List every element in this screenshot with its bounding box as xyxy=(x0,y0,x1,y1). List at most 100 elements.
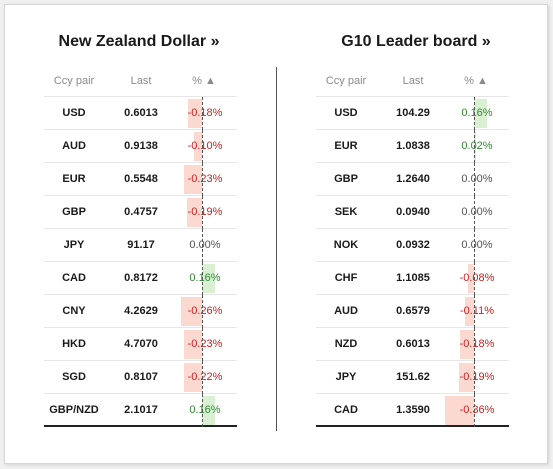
header-ccy-pair: Ccy pair xyxy=(53,75,95,87)
table-row[interactable]: HKD 4.7070 -0.23% xyxy=(44,328,237,361)
table-row[interactable]: GBP/NZD 2.1017 0.16% xyxy=(44,394,237,427)
ccy-pair-cell: USD xyxy=(62,107,86,119)
zero-line xyxy=(202,130,203,163)
ccy-pair-cell: CAD xyxy=(62,272,86,284)
pct-change-cell: -0.10% xyxy=(187,140,223,152)
last-price-cell: 0.8107 xyxy=(124,371,158,383)
table-row[interactable]: SEK 0.0940 0.00% xyxy=(316,196,509,229)
zero-line xyxy=(474,97,475,130)
table-row[interactable]: GBP 0.4757 -0.19% xyxy=(44,196,237,229)
zero-line xyxy=(474,262,475,295)
pct-change-cell: -0.08% xyxy=(459,272,495,284)
pct-change-cell: -0.18% xyxy=(187,107,223,119)
zero-line xyxy=(474,394,475,427)
zero-line xyxy=(474,328,475,361)
pct-change-cell: 0.16% xyxy=(461,107,493,119)
header-ccy-pair: Ccy pair xyxy=(325,75,367,87)
last-price-cell: 0.0932 xyxy=(396,239,430,251)
last-price-cell: 2.1017 xyxy=(124,404,158,416)
table-row[interactable]: GBP 1.2640 0.00% xyxy=(316,163,509,196)
zero-line xyxy=(202,163,203,196)
pct-change-cell: -0.26% xyxy=(187,305,223,317)
last-price-cell: 4.7070 xyxy=(124,338,158,350)
ccy-pair-cell: SEK xyxy=(334,206,358,218)
pct-change-cell: -0.11% xyxy=(459,305,495,317)
ccy-pair-cell: CNY xyxy=(62,305,86,317)
zero-line xyxy=(474,130,475,163)
pct-change-bar xyxy=(202,264,215,293)
pct-change-cell: -0.22% xyxy=(187,371,223,383)
header-pct-sort[interactable]: % ▲ xyxy=(192,75,216,87)
table-row[interactable]: AUD 0.9138 -0.10% xyxy=(44,130,237,163)
last-price-cell: 0.4757 xyxy=(124,206,158,218)
table-row[interactable]: JPY 91.17 0.00% xyxy=(44,229,237,262)
zero-line xyxy=(474,295,475,328)
pct-change-bar xyxy=(183,165,202,194)
pct-change-cell: -0.18% xyxy=(459,338,495,350)
header-pct-sort[interactable]: % ▲ xyxy=(464,75,488,87)
table-row[interactable]: EUR 1.0838 0.02% xyxy=(316,130,509,163)
g10-panel-title[interactable]: G10 Leader board » xyxy=(341,33,491,50)
nzd-panel-title[interactable]: New Zealand Dollar » xyxy=(58,33,220,50)
g10-table-header: Ccy pair Last % ▲ xyxy=(316,69,509,97)
table-row[interactable]: CHF 1.1085 -0.08% xyxy=(316,262,509,295)
last-price-cell: 104.29 xyxy=(396,107,430,119)
last-price-cell: 4.2629 xyxy=(124,305,158,317)
g10-table-rows: USD 104.29 0.16% EUR 1.0838 0.02% GBP 1.2640 0.0… xyxy=(316,97,509,427)
last-price-cell: 0.0940 xyxy=(396,206,430,218)
table-row[interactable]: CAD 1.3590 -0.36% xyxy=(316,394,509,427)
pct-change-cell: 0.00% xyxy=(189,239,221,251)
pct-change-bar xyxy=(445,396,474,425)
nzd-table-header: Ccy pair Last % ▲ xyxy=(44,69,237,97)
last-price-cell: 0.6013 xyxy=(124,107,158,119)
ccy-pair-cell: GBP xyxy=(334,173,358,185)
nzd-table-rows: USD 0.6013 -0.18% AUD 0.9138 -0.10% EUR 0.5548 -… xyxy=(44,97,237,427)
ccy-pair-cell: AUD xyxy=(334,305,358,317)
table-row[interactable]: NZD 0.6013 -0.18% xyxy=(316,328,509,361)
pct-change-cell: 0.00% xyxy=(461,173,493,185)
last-price-cell: 1.2640 xyxy=(396,173,430,185)
last-price-cell: 1.0838 xyxy=(396,140,430,152)
last-price-cell: 151.62 xyxy=(396,371,430,383)
pct-change-cell: -0.19% xyxy=(459,371,495,383)
pct-change-cell: 0.00% xyxy=(461,239,493,251)
table-row[interactable]: NOK 0.0932 0.00% xyxy=(316,229,509,262)
ccy-pair-cell: SGD xyxy=(62,371,86,383)
table-row[interactable]: EUR 0.5548 -0.23% xyxy=(44,163,237,196)
table-row[interactable]: SGD 0.8107 -0.22% xyxy=(44,361,237,394)
pct-change-bar xyxy=(467,264,474,293)
pct-change-bar xyxy=(459,330,474,359)
pct-change-bar xyxy=(183,330,202,359)
pct-change-bar xyxy=(474,99,487,128)
table-row[interactable]: USD 104.29 0.16% xyxy=(316,97,509,130)
ccy-pair-cell: GBP xyxy=(62,206,86,218)
zero-line xyxy=(474,196,475,229)
last-price-cell: 0.8172 xyxy=(124,272,158,284)
table-row[interactable]: USD 0.6013 -0.18% xyxy=(44,97,237,130)
last-price-cell: 1.3590 xyxy=(396,404,430,416)
table-row[interactable]: AUD 0.6579 -0.11% xyxy=(316,295,509,328)
last-price-cell: 0.9138 xyxy=(124,140,158,152)
header-last: Last xyxy=(130,75,152,87)
pct-change-cell: -0.23% xyxy=(187,173,223,185)
zero-line xyxy=(202,394,203,427)
zero-line xyxy=(202,361,203,394)
pct-change-cell: 0.00% xyxy=(461,206,493,218)
zero-line xyxy=(202,196,203,229)
pct-change-bar xyxy=(194,132,202,161)
table-row[interactable]: CNY 4.2629 -0.26% xyxy=(44,295,237,328)
last-price-cell: 0.6579 xyxy=(396,305,430,317)
table-row[interactable]: CAD 0.8172 0.16% xyxy=(44,262,237,295)
ccy-pair-cell: EUR xyxy=(62,173,86,185)
currency-widget: New Zealand Dollar » Ccy pair Last % ▲ U… xyxy=(4,4,548,464)
zero-line xyxy=(202,262,203,295)
last-price-cell: 0.5548 xyxy=(124,173,158,185)
pct-change-cell: 0.16% xyxy=(189,272,221,284)
ccy-pair-cell: JPY xyxy=(335,371,357,383)
ccy-pair-cell: CAD xyxy=(334,404,358,416)
pct-change-cell: -0.19% xyxy=(187,206,223,218)
ccy-pair-cell: HKD xyxy=(62,338,86,350)
table-row[interactable]: JPY 151.62 -0.19% xyxy=(316,361,509,394)
ccy-pair-cell: USD xyxy=(334,107,358,119)
ccy-pair-cell: JPY xyxy=(63,239,85,251)
